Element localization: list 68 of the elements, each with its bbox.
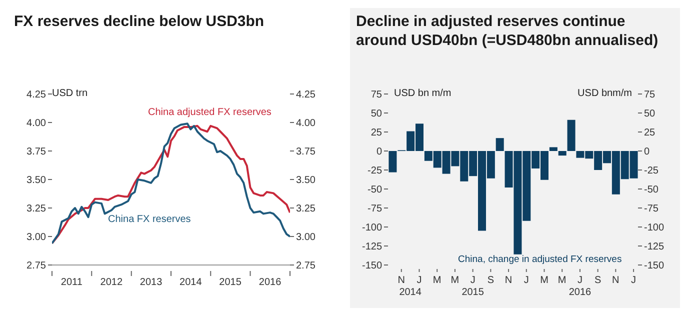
y-tick-label: 4.00 (26, 118, 46, 130)
y-tick-label: -25 (368, 166, 382, 177)
bar (388, 151, 397, 172)
y-tick-label: 50 (370, 108, 382, 120)
y-tick-label: 25 (370, 128, 382, 139)
y-tick-label: 4.25 (26, 90, 46, 101)
x-tick-label: 2014 (180, 277, 202, 288)
y2-axis-title: USD bnm/m (578, 88, 632, 99)
x-tick-label: 2016 (258, 277, 282, 288)
x-tick-label: M (558, 275, 566, 286)
y-tick-label: 3.50 (26, 175, 46, 186)
chart-title: Decline in adjusted reserves continue around USD40bn (=USD480bn annualised) (355, 12, 660, 51)
y2-tick-label: -125 (644, 242, 664, 253)
y2-tick-label: 75 (644, 90, 656, 101)
y-tick-label: 3.75 (26, 146, 46, 158)
x-tick-label: 2013 (140, 277, 163, 288)
x-tick-label: 2012 (100, 277, 123, 288)
x-tick-label: J (416, 275, 422, 286)
bar (567, 120, 576, 151)
y2-tick-label: -75 (644, 204, 659, 215)
y2-tick-label: 3.00 (296, 232, 316, 244)
x-tick-label: M (432, 275, 442, 286)
y-tick-label: 2.75 (26, 260, 46, 272)
y2-tick-label: -100 (644, 222, 664, 234)
x-tick-label: J (631, 275, 636, 286)
y2-tick-label: 3.25 (296, 204, 316, 215)
y-tick-label: -75 (368, 204, 382, 215)
y-tick-label: -50 (368, 184, 382, 196)
x-tick-label: M (540, 275, 548, 286)
y-axis-title: USD trn (52, 88, 88, 99)
y-tick-label: 3.25 (26, 204, 46, 215)
x-tick-label: N (504, 275, 512, 286)
y-tick-label: -100 (362, 222, 382, 234)
series-label: China, change in adjusted FX reserves (458, 254, 622, 265)
x-tick-label: S (594, 275, 602, 286)
y-tick-label: 0 (376, 146, 382, 158)
y2-tick-label: 50 (644, 108, 656, 120)
y-tick-label: -125 (362, 242, 382, 253)
y2-tick-label: -150 (644, 260, 664, 272)
y-tick-label: 3.00 (26, 232, 46, 244)
y2-tick-label: -25 (644, 166, 659, 177)
y-tick-label: -150 (362, 260, 382, 272)
y2-tick-label: 25 (644, 128, 656, 139)
y-axis-title: USD bn m/m (394, 88, 452, 99)
bar (549, 147, 558, 151)
bar (496, 138, 504, 151)
series-label: China adjusted FX reserves (148, 107, 272, 118)
x-tick-label: 2015 (219, 277, 242, 288)
x-tick-label: J (524, 275, 529, 286)
x-tick-label: 2014 (399, 287, 422, 298)
x-tick-label: S (487, 275, 494, 286)
y2-tick-label: 3.50 (296, 175, 316, 186)
series-label: China FX reserves (108, 214, 191, 225)
y2-tick-label: 3.75 (296, 146, 316, 158)
y2-tick-label: 4.00 (296, 118, 316, 130)
y-tick-label: 75 (370, 90, 382, 101)
y2-tick-label: 0 (644, 146, 650, 158)
x-tick-label: N (398, 275, 406, 286)
bar (558, 151, 566, 156)
y2-tick-label: 4.25 (296, 90, 316, 101)
chart-title: FX reserves decline below USD3bn (13, 12, 266, 32)
x-tick-label: J 2015 (462, 275, 484, 298)
y2-tick-label: 2.75 (296, 260, 316, 272)
x-tick-label: J 2016 (568, 275, 592, 298)
x-tick-label: 2011 (60, 277, 83, 288)
x-tick-label: M (450, 275, 460, 286)
y2-tick-label: -50 (644, 184, 659, 196)
x-tick-label: N (612, 275, 620, 286)
